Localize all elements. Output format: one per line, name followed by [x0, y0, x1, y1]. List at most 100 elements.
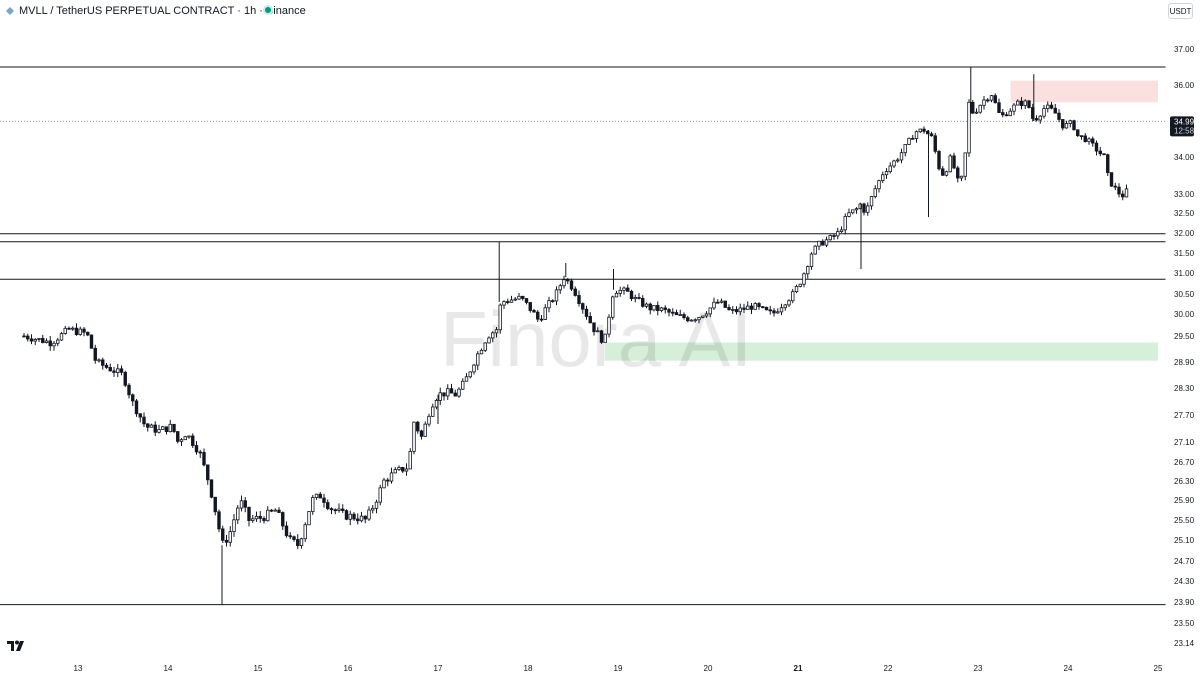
- candle-down: [648, 303, 652, 311]
- candle-up: [498, 304, 502, 331]
- candle-up: [652, 305, 656, 311]
- candle-up: [423, 423, 427, 437]
- candle-up: [37, 337, 41, 340]
- candle-down: [1109, 172, 1114, 187]
- candle-down: [956, 167, 960, 179]
- candle-down: [194, 445, 199, 453]
- candle-up: [877, 180, 881, 190]
- candle-down: [277, 509, 281, 513]
- price-tick-label: 27.10: [1174, 438, 1195, 447]
- candle-down: [262, 518, 266, 522]
- candle-down: [142, 416, 146, 425]
- candle-up: [299, 538, 304, 546]
- candle-down: [401, 466, 405, 472]
- candle-up: [708, 307, 712, 315]
- horizontal-levels: [0, 66, 1166, 606]
- price-tick-label: 24.30: [1174, 577, 1195, 586]
- candle-down: [281, 512, 285, 527]
- candle-up: [116, 368, 120, 373]
- tradingview-logo-icon[interactable]: [7, 640, 27, 652]
- candle-up: [843, 216, 847, 231]
- symbol-logo-icon[interactable]: [5, 6, 15, 16]
- candle-up: [603, 333, 607, 343]
- candle-up: [266, 509, 270, 522]
- candle-up: [374, 501, 379, 509]
- candle-up: [719, 300, 724, 303]
- candle-up: [881, 174, 885, 182]
- candle-up: [431, 406, 435, 417]
- candle-down: [768, 309, 772, 312]
- candle-up: [978, 104, 982, 113]
- candle-up: [1087, 138, 1091, 143]
- candle-up: [738, 307, 742, 313]
- candle-down: [333, 509, 337, 512]
- candle-up: [44, 340, 49, 343]
- supply-zone[interactable]: [1010, 80, 1158, 103]
- candle-down: [269, 509, 274, 512]
- candle-up: [791, 291, 795, 302]
- candle-down: [22, 335, 26, 338]
- candle-down: [551, 300, 555, 303]
- candle-down: [89, 334, 94, 349]
- candle-up: [179, 439, 184, 442]
- candle-down: [637, 297, 641, 299]
- candle-up: [149, 424, 154, 428]
- symbol-title[interactable]: MVLL / TetherUS PERPETUAL CONTRACT · 1h …: [19, 5, 306, 17]
- last-price-badge[interactable]: [1170, 116, 1194, 137]
- candle-down: [153, 424, 157, 433]
- candle-down: [727, 307, 731, 311]
- candle-up: [892, 160, 896, 167]
- candle-down: [742, 307, 746, 310]
- candle-up: [472, 364, 476, 373]
- candle-down: [528, 302, 532, 311]
- candle-down: [524, 298, 529, 303]
- candle-down: [191, 435, 195, 446]
- candle-up: [712, 301, 716, 309]
- candle-down: [521, 295, 525, 299]
- candle-down: [104, 364, 109, 368]
- candle-up: [839, 229, 844, 233]
- candle-down: [41, 337, 45, 343]
- candle-down: [566, 279, 570, 282]
- candle-up: [187, 435, 191, 438]
- price-tick-label: 25.50: [1174, 516, 1195, 525]
- candle-up: [783, 304, 787, 309]
- candle-up: [806, 266, 810, 275]
- candle-up: [974, 111, 979, 114]
- candle-down: [93, 347, 97, 361]
- candle-up: [884, 171, 889, 176]
- candle-down: [292, 536, 296, 540]
- candle-up: [944, 171, 949, 176]
- candle-up: [858, 203, 862, 210]
- time-tick-label: 22: [884, 664, 893, 673]
- candle-down: [629, 290, 634, 300]
- price-tick-label: 23.50: [1174, 619, 1195, 628]
- candle-up: [33, 339, 37, 342]
- candle-down: [329, 508, 334, 511]
- candle-up: [869, 196, 874, 207]
- currency-badge[interactable]: USDT: [1168, 3, 1193, 19]
- candle-down: [584, 308, 589, 317]
- price-tick-label: 26.70: [1174, 458, 1195, 467]
- candle-down: [1102, 153, 1106, 156]
- candle-down: [1094, 142, 1099, 152]
- candle-up: [779, 307, 784, 313]
- time-tick-label: 15: [254, 664, 263, 673]
- price-tick-label: 31.00: [1174, 269, 1195, 278]
- time-tick-label: 25: [1154, 664, 1163, 673]
- candle-down: [416, 421, 420, 432]
- candle-up: [543, 307, 547, 320]
- candle-up: [1023, 100, 1027, 106]
- candle-down: [929, 133, 934, 137]
- candle-down: [284, 525, 289, 537]
- candle-up: [558, 285, 562, 291]
- candle-up: [517, 295, 521, 300]
- candle-down: [86, 331, 90, 336]
- candle-up: [659, 307, 664, 311]
- candle-down: [821, 240, 825, 246]
- candle-down: [686, 317, 690, 322]
- candle-up: [836, 231, 840, 237]
- demand-zone[interactable]: [604, 342, 1159, 361]
- candle-down: [734, 309, 739, 313]
